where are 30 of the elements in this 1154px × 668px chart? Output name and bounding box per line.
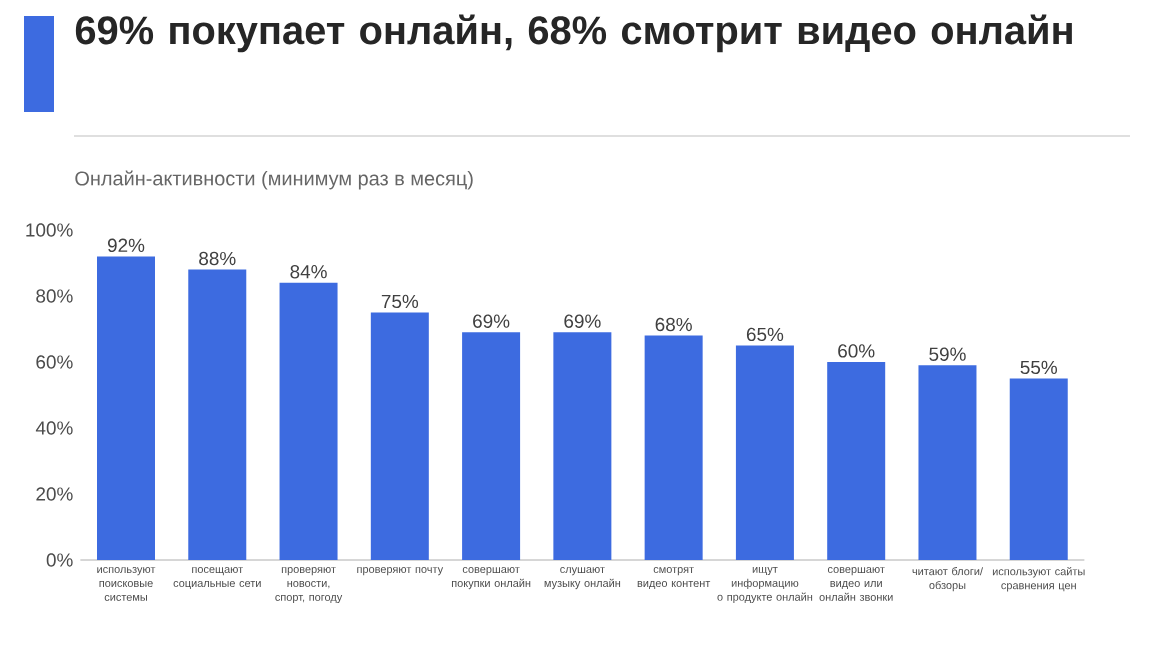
data-label: 59% bbox=[929, 347, 966, 361]
data-label: 55% bbox=[1020, 360, 1057, 375]
y-tick-label: 20% bbox=[36, 487, 73, 501]
bar bbox=[188, 269, 247, 561]
bar bbox=[553, 332, 612, 561]
bar bbox=[1009, 378, 1068, 561]
y-tick-label: 0% bbox=[46, 553, 73, 567]
y-tick-label: 100% bbox=[26, 223, 73, 237]
bar bbox=[97, 256, 155, 561]
data-label: 69% bbox=[564, 314, 601, 328]
data-label: 75% bbox=[381, 294, 419, 309]
chart-title: 69% покупает онлайн, 68% смотрит видео онлайн bbox=[75, 14, 1072, 53]
bar bbox=[462, 332, 521, 561]
data-label: 69% bbox=[473, 314, 510, 328]
y-tick-label: 40% bbox=[35, 421, 73, 435]
data-label: 92% bbox=[107, 238, 145, 253]
data-label: 68% bbox=[655, 317, 692, 332]
y-tick-label: 80% bbox=[36, 289, 73, 303]
bar bbox=[827, 362, 886, 561]
data-label: 60% bbox=[838, 344, 875, 358]
bar bbox=[279, 282, 338, 561]
chart-subtitle: Онлайн-активности (минимум раз в месяц) bbox=[75, 170, 473, 190]
data-label: 65% bbox=[746, 327, 784, 342]
data-label: 84% bbox=[290, 265, 327, 279]
y-tick-label: 60% bbox=[36, 355, 73, 369]
bar bbox=[735, 345, 794, 561]
bar bbox=[918, 365, 977, 561]
data-label: 88% bbox=[199, 251, 236, 266]
bar bbox=[370, 312, 429, 561]
bar bbox=[644, 335, 703, 561]
